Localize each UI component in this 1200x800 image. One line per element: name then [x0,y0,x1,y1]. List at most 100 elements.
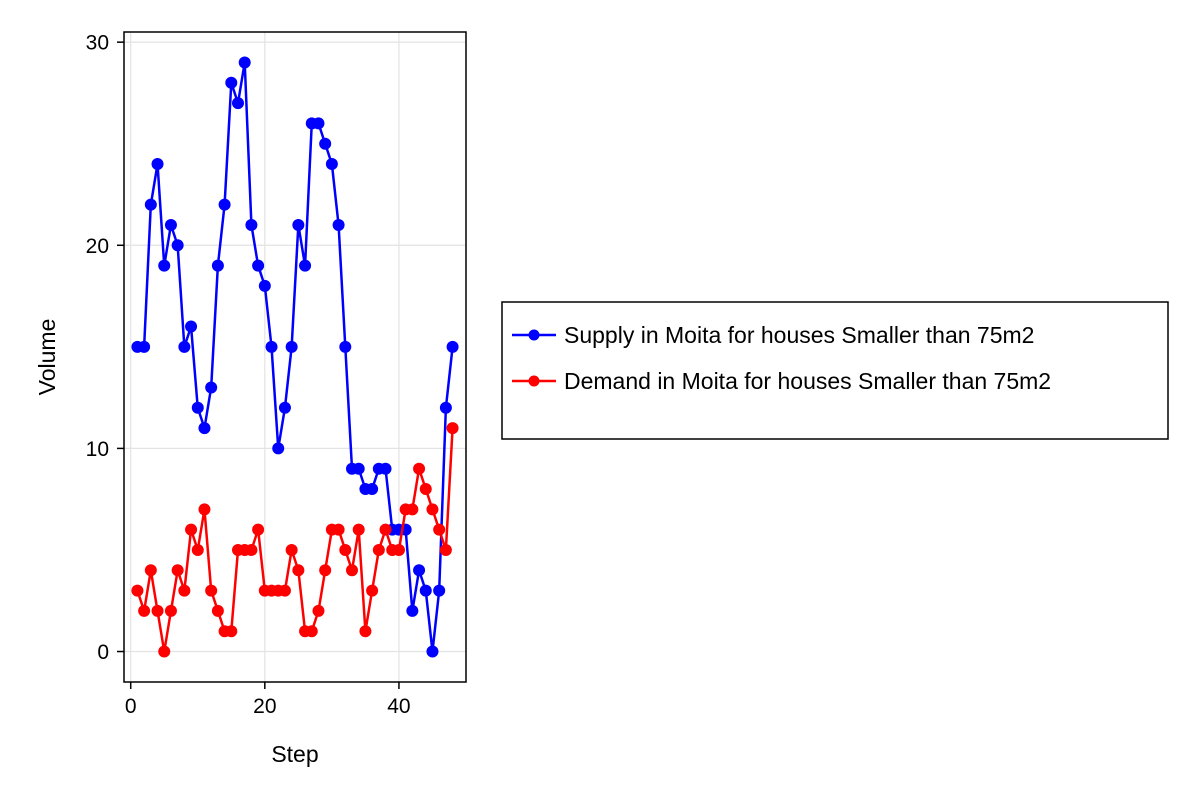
data-point [366,584,379,597]
data-point [245,543,258,556]
data-point [164,218,177,231]
data-point [433,523,446,536]
data-point [359,625,372,638]
data-point [151,604,164,617]
y-tick-label: 10 [86,438,109,461]
y-axis-label: Volume [34,319,60,396]
data-point [285,340,298,353]
data-point [278,401,291,414]
data-point [392,543,405,556]
data-point [299,259,312,272]
data-point [185,320,198,333]
data-point [198,503,211,516]
data-point [252,523,265,536]
data-point [339,340,352,353]
y-tick-label: 20 [86,235,109,258]
data-point [158,645,171,658]
data-point [245,218,258,231]
data-point [198,422,211,435]
data-point [446,422,459,435]
legend: Supply in Moita for houses Smaller than … [501,301,1169,440]
data-point [292,564,305,577]
data-point [164,604,177,617]
data-point [426,503,439,516]
data-point [372,543,385,556]
data-point [413,462,426,475]
series-demand [131,422,459,658]
data-point [366,483,379,496]
data-point [232,97,244,110]
legend-entry-supply: Supply in Moita for houses Smaller than … [564,322,1034,348]
series-supply [131,56,459,658]
legend-box [501,301,1169,440]
data-point [185,523,198,536]
x-tick-label: 0 [125,695,137,718]
data-point [439,401,452,414]
data-point [312,117,325,130]
data-point [433,584,446,597]
axis-ticks: 0 20 40 0 10 20 30 [86,32,411,718]
data-point [352,462,365,475]
data-point [439,543,452,556]
series-layer [131,56,459,658]
data-point [171,564,184,577]
legend-swatch-marker-demand [528,375,540,387]
data-point [211,604,224,617]
data-point [144,564,157,577]
data-point [419,483,432,496]
data-point [258,279,271,292]
data-point [144,198,157,211]
data-point [352,523,365,536]
data-point [325,158,338,171]
data-point [272,442,285,455]
data-point [319,564,332,577]
series-line [136,428,454,653]
data-point [191,401,204,414]
data-point [171,239,184,252]
data-point [413,564,426,577]
data-point [138,604,151,617]
data-point [379,523,392,536]
data-point [252,259,265,272]
data-point [138,340,151,353]
data-point [285,543,298,556]
data-point [379,462,392,475]
data-point [305,625,318,638]
data-point [419,584,432,597]
data-point [292,218,305,231]
data-point [191,543,204,556]
data-point [332,218,345,231]
data-point [218,198,231,211]
data-point [205,381,218,394]
y-tick-label: 30 [86,32,109,55]
legend-swatch-marker-supply [528,329,540,341]
data-point [339,543,352,556]
plot-frame [123,31,467,683]
data-point [446,340,459,353]
data-point [238,56,251,69]
data-point [346,564,358,577]
x-tick-label: 40 [387,695,410,718]
data-point [426,645,439,658]
legend-entry-demand: Demand in Moita for houses Smaller than … [564,368,1051,394]
data-point [225,76,238,89]
data-point [131,584,144,597]
y-tick-label: 0 [97,641,109,664]
data-point [151,158,164,171]
data-point [319,137,332,150]
data-point [178,340,191,353]
data-point [225,625,238,638]
data-point [205,584,218,597]
data-point [178,584,191,597]
data-point [278,584,291,597]
data-point [312,604,325,617]
x-tick-label: 20 [253,695,276,718]
data-point [158,259,171,272]
data-point [406,503,419,516]
data-point [332,523,345,536]
data-point [406,604,419,617]
data-point [265,340,278,353]
data-point [211,259,224,272]
x-axis-label: Step [271,741,318,767]
